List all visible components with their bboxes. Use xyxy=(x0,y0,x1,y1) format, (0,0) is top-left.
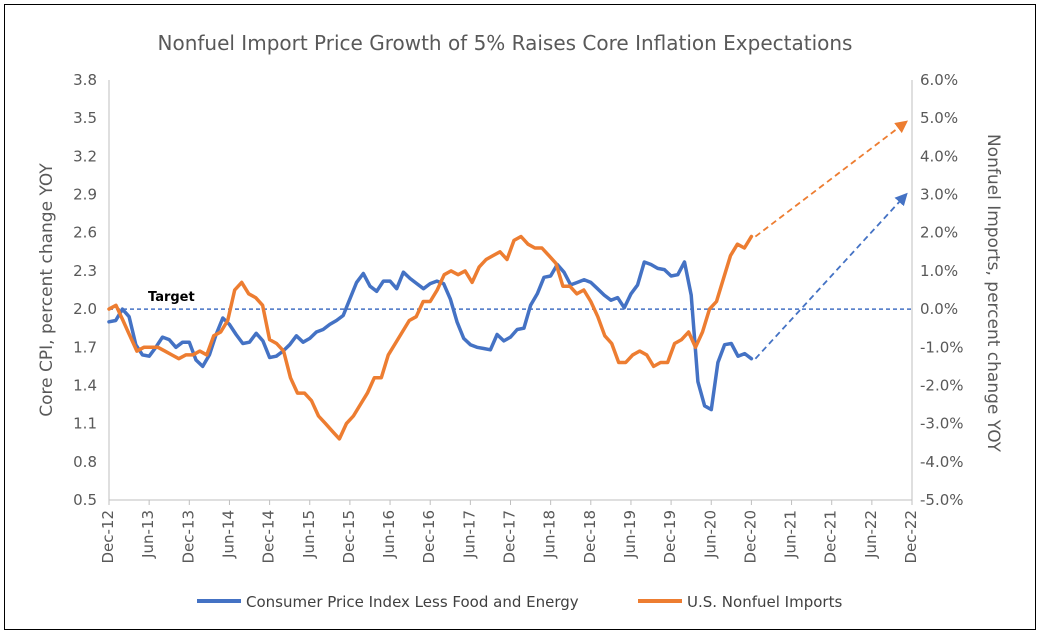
x-tick-label: Dec-21 xyxy=(822,510,840,564)
projections xyxy=(754,120,909,360)
right-tick-label: -5.0% xyxy=(920,491,964,509)
x-tick-label: Dec-13 xyxy=(179,510,197,564)
x-tick-label: Jun-19 xyxy=(621,510,639,559)
projection-arrow-cpi xyxy=(754,192,908,360)
axes xyxy=(108,80,913,501)
left-tick-label: 2.3 xyxy=(73,262,97,280)
x-tick-label: Dec-22 xyxy=(902,510,920,564)
legend-label-cpi: Consumer Price Index Less Food and Energ… xyxy=(246,593,579,611)
x-tick-label: Dec-18 xyxy=(581,510,599,564)
x-tick-label: Dec-14 xyxy=(260,510,278,564)
legend-label-imports: U.S. Nonfuel Imports xyxy=(687,593,842,611)
x-tick-label: Jun-20 xyxy=(701,510,719,559)
right-axis-ticks: -5.0% -4.0% -3.0% -2.0% -1.0% 0.0% 1.0% 2.0% 3.0… xyxy=(920,71,964,509)
x-tick-label: Jun-16 xyxy=(380,510,398,559)
x-tick-label: Jun-22 xyxy=(862,510,880,559)
right-tick-label: 1.0% xyxy=(920,262,958,280)
target-label: Target xyxy=(148,290,195,305)
left-tick-label: 2.9 xyxy=(73,186,97,204)
x-tick-label: Jun-18 xyxy=(541,510,559,559)
x-tick-label: Dec-17 xyxy=(501,510,519,564)
x-tick-label: Dec-16 xyxy=(420,510,438,564)
right-axis-label: Nonfuel Imports, percent change YOY xyxy=(983,134,1003,453)
right-tick-label: 3.0% xyxy=(920,186,958,204)
chart-title: Nonfuel Import Price Growth of 5% Raises… xyxy=(158,31,853,55)
left-tick-label: 2.0 xyxy=(73,300,97,318)
left-tick-label: 1.1 xyxy=(73,415,97,433)
x-tick-label: Dec-19 xyxy=(661,510,679,564)
right-tick-label: -1.0% xyxy=(920,338,964,356)
right-tick-label: -4.0% xyxy=(920,453,964,471)
x-tick-label: Dec-20 xyxy=(741,510,759,564)
right-tick-label: 6.0% xyxy=(920,71,958,89)
x-tick-label: Jun-15 xyxy=(300,510,318,559)
x-tick-label: Jun-21 xyxy=(782,510,800,559)
x-axis-ticks: Dec-12 Jun-13 Dec-13 Jun-14 Dec-14 Jun-15 Dec-… xyxy=(99,500,920,564)
right-tick-label: 5.0% xyxy=(920,109,958,127)
series-lines xyxy=(107,234,754,441)
projection-arrow-imports xyxy=(754,120,909,238)
right-tick-label: 4.0% xyxy=(920,147,958,165)
right-tick-label: 2.0% xyxy=(920,224,958,242)
left-axis-label: Core CPI, percent change YOY xyxy=(37,163,57,417)
legend: Consumer Price Index Less Food and Energ… xyxy=(197,593,842,611)
left-tick-label: 1.4 xyxy=(73,376,97,394)
series-line-imports xyxy=(107,234,754,441)
left-tick-label: 0.8 xyxy=(73,453,97,471)
x-tick-label: Dec-15 xyxy=(340,510,358,564)
right-tick-label: 0.0% xyxy=(920,300,958,318)
left-tick-label: 3.5 xyxy=(73,109,97,127)
x-tick-label: Jun-17 xyxy=(460,510,478,559)
right-tick-label: -3.0% xyxy=(920,415,964,433)
left-tick-label: 3.2 xyxy=(73,147,97,165)
left-tick-label: 3.8 xyxy=(73,71,97,89)
series-line-cpi xyxy=(107,260,754,412)
left-axis-ticks: 0.5 0.8 1.1 1.4 1.7 2.0 2.3 2.6 2.9 3.2 3.5 3.8 xyxy=(73,71,97,509)
left-tick-label: 0.5 xyxy=(73,491,97,509)
left-tick-label: 2.6 xyxy=(73,224,97,242)
x-tick-label: Jun-14 xyxy=(219,510,237,559)
right-tick-label: -2.0% xyxy=(920,376,964,394)
x-tick-label: Jun-13 xyxy=(139,510,157,559)
left-tick-label: 1.7 xyxy=(73,338,97,356)
chart-frame xyxy=(4,4,1036,630)
x-tick-label: Dec-12 xyxy=(99,510,117,564)
